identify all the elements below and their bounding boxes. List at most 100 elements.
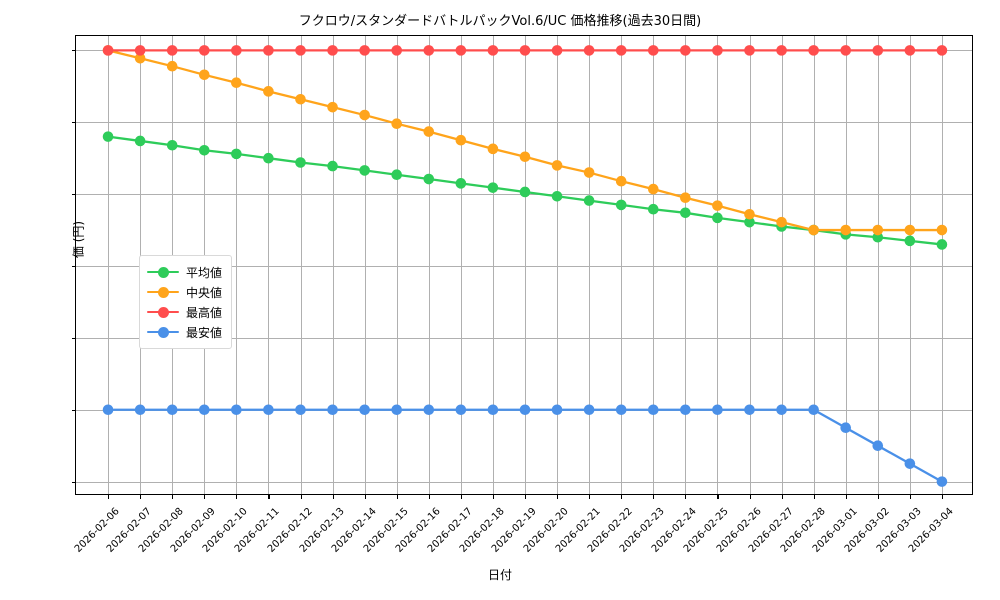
x-tick-mark bbox=[525, 494, 527, 499]
data-point bbox=[102, 45, 114, 56]
data-point bbox=[359, 109, 370, 121]
data-point bbox=[198, 45, 210, 56]
data-point bbox=[776, 45, 787, 56]
gridline bbox=[268, 36, 270, 494]
series-line bbox=[106, 408, 944, 483]
x-tick-mark bbox=[909, 494, 911, 499]
data-point bbox=[680, 192, 691, 204]
data-point bbox=[840, 224, 852, 236]
x-tick-mark bbox=[749, 494, 751, 499]
data-point bbox=[615, 45, 627, 56]
legend-item-4[interactable]: 最安値 bbox=[147, 322, 222, 342]
y-tick-mark bbox=[71, 337, 76, 339]
gridline bbox=[717, 36, 719, 494]
legend-item-3[interactable]: 最高値 bbox=[147, 302, 222, 322]
series-1 bbox=[102, 131, 948, 250]
data-point bbox=[423, 404, 435, 416]
legend-item-1[interactable]: 平均値 bbox=[147, 262, 222, 282]
data-point bbox=[391, 118, 403, 129]
gridline bbox=[941, 36, 943, 494]
x-tick-mark bbox=[428, 494, 430, 499]
data-point bbox=[359, 404, 370, 416]
gridline bbox=[525, 36, 526, 494]
data-point bbox=[231, 404, 242, 416]
data-point bbox=[327, 45, 338, 56]
data-point bbox=[744, 208, 755, 220]
legend-item-2[interactable]: 中央値 bbox=[147, 282, 222, 302]
data-point bbox=[712, 404, 723, 416]
data-point bbox=[936, 476, 948, 487]
data-point bbox=[231, 77, 242, 89]
data-point bbox=[551, 45, 563, 56]
data-point bbox=[295, 45, 306, 56]
data-point bbox=[327, 160, 338, 172]
data-point bbox=[198, 404, 210, 416]
gridline bbox=[76, 337, 972, 339]
data-point bbox=[840, 422, 852, 434]
gridline bbox=[877, 36, 879, 494]
data-point bbox=[134, 45, 146, 56]
data-point bbox=[551, 160, 563, 171]
data-point bbox=[423, 45, 435, 56]
y-tick-mark bbox=[71, 50, 76, 52]
data-point bbox=[391, 404, 403, 416]
data-point bbox=[487, 45, 499, 56]
gridline bbox=[76, 122, 972, 124]
y-tick-mark bbox=[71, 266, 76, 268]
y-tick-mark bbox=[71, 194, 76, 196]
x-axis-label: 日付 bbox=[487, 568, 512, 582]
y-tick-mark bbox=[71, 409, 76, 411]
data-point bbox=[808, 404, 819, 416]
gridline bbox=[76, 266, 972, 267]
data-point bbox=[231, 45, 242, 56]
data-point bbox=[327, 101, 338, 113]
gridline bbox=[108, 36, 110, 494]
legend-label: 最安値 bbox=[186, 325, 223, 340]
data-point bbox=[487, 182, 499, 193]
data-point bbox=[391, 45, 403, 56]
gridline bbox=[749, 36, 751, 494]
legend-swatch-icon bbox=[147, 285, 179, 299]
legend-label: 中央値 bbox=[186, 285, 223, 300]
data-point bbox=[583, 404, 595, 416]
data-point bbox=[166, 45, 178, 56]
data-point bbox=[647, 183, 659, 195]
data-point bbox=[647, 404, 659, 416]
legend-swatch-icon bbox=[147, 265, 179, 279]
x-tick-mark bbox=[204, 494, 206, 499]
data-point bbox=[904, 235, 916, 247]
gridline bbox=[685, 36, 687, 494]
data-point bbox=[904, 458, 916, 469]
x-tick-mark bbox=[396, 494, 398, 499]
data-point bbox=[744, 404, 755, 416]
x-tick-mark bbox=[621, 494, 623, 499]
data-point bbox=[840, 45, 852, 56]
data-point bbox=[519, 186, 531, 198]
data-point bbox=[295, 93, 306, 105]
data-point bbox=[680, 45, 691, 56]
data-point bbox=[583, 167, 595, 178]
data-point bbox=[551, 404, 563, 416]
data-point bbox=[423, 126, 435, 137]
data-point bbox=[263, 45, 274, 56]
gridline bbox=[492, 36, 494, 494]
legend-label: 平均値 bbox=[186, 265, 223, 280]
data-point bbox=[391, 169, 403, 181]
x-tick-mark bbox=[653, 494, 655, 499]
gridline bbox=[300, 36, 302, 494]
x-tick-mark bbox=[781, 494, 783, 499]
data-point bbox=[455, 404, 467, 416]
gridline bbox=[781, 36, 783, 494]
chart-title: フクロウ/スタンダードバトルパックVol.6/UC 価格推移(過去30日間) bbox=[298, 14, 702, 29]
gridline bbox=[589, 36, 591, 494]
data-point bbox=[872, 45, 884, 56]
data-point bbox=[134, 404, 146, 416]
x-tick-mark bbox=[717, 494, 719, 499]
data-point bbox=[231, 148, 242, 160]
x-tick-mark bbox=[364, 494, 366, 499]
gridline bbox=[332, 36, 334, 494]
data-point bbox=[102, 131, 114, 142]
x-tick-mark bbox=[557, 494, 559, 499]
data-point bbox=[455, 134, 467, 146]
